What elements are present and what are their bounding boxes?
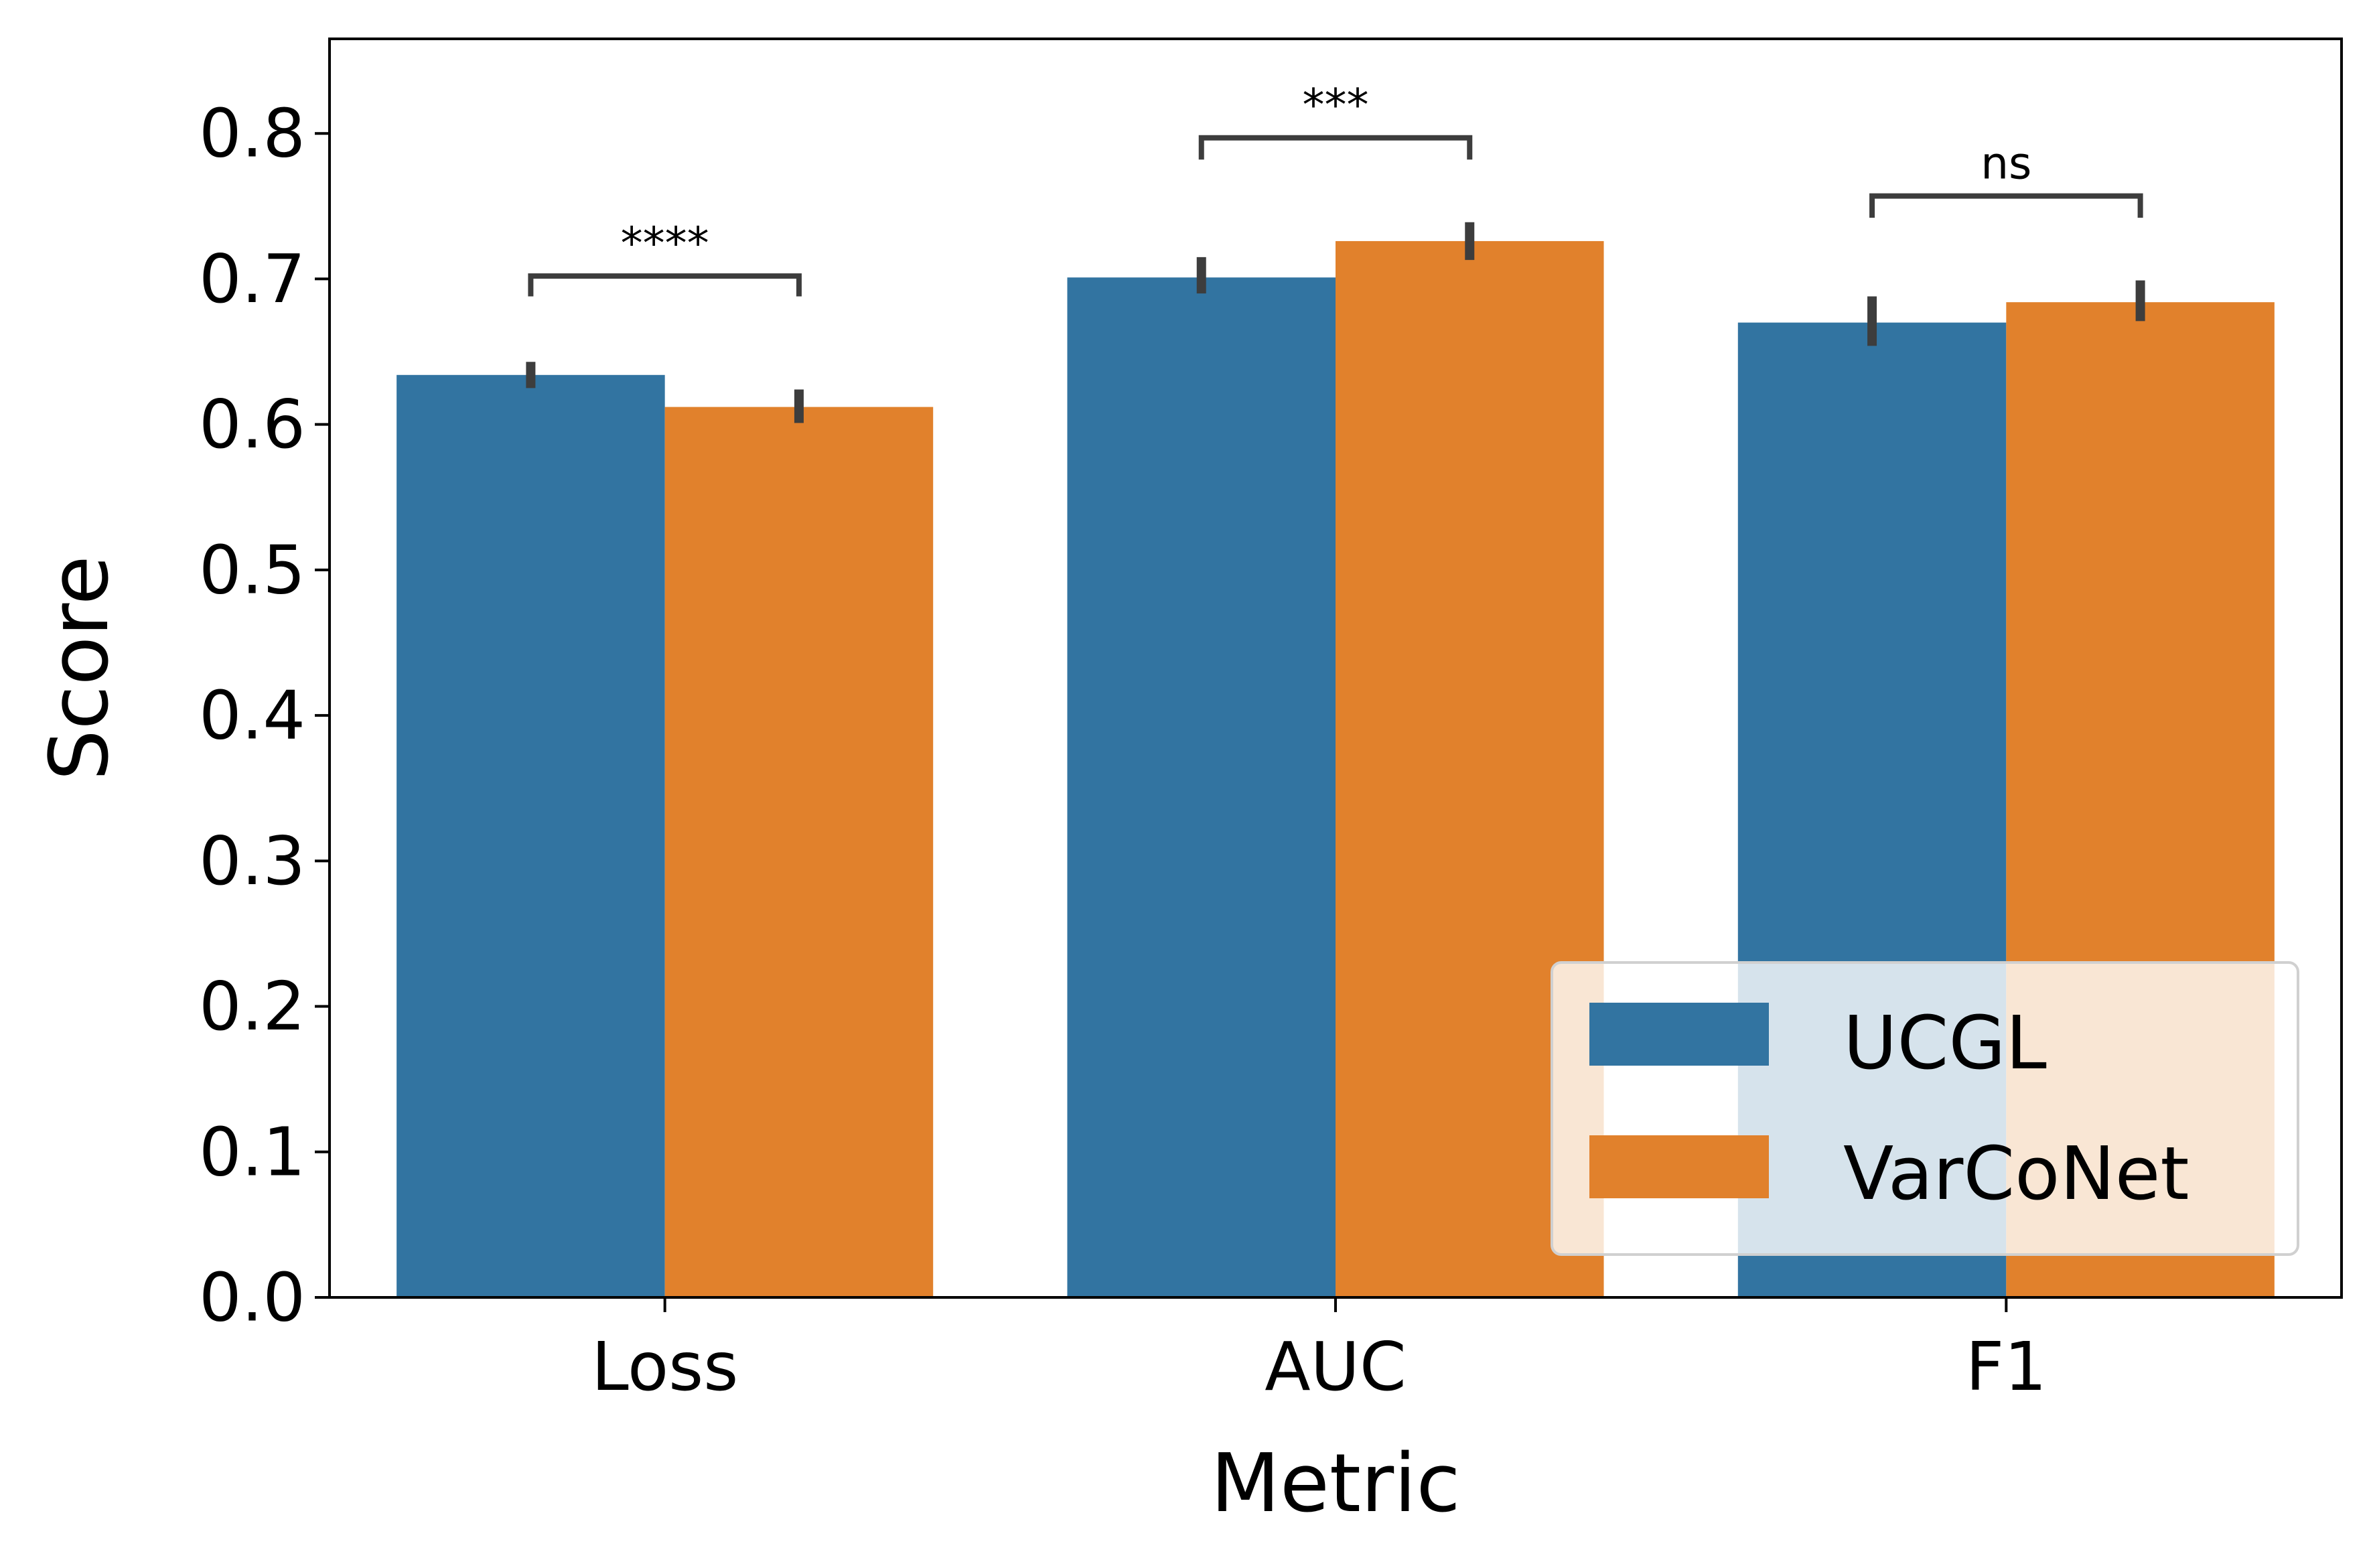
significance-label-f1: ns — [1981, 138, 2031, 190]
x-tick-label-auc: AUC — [1265, 1328, 1406, 1406]
x-tick-label-f1: F1 — [1966, 1328, 2047, 1406]
bars-layer — [397, 240, 2275, 1298]
y-axis-ticks: 0.0 0.1 0.2 0.3 0.4 0.5 0.6 0.7 0.8 — [199, 94, 330, 1337]
x-tick-label-loss: Loss — [591, 1328, 738, 1406]
error-bars-layer — [526, 222, 2145, 423]
significance-label-loss: **** — [621, 218, 709, 269]
bar-ucgl-auc — [1067, 277, 1336, 1297]
bar-ucgl-loss — [397, 374, 665, 1297]
y-tick-label: 0.3 — [199, 822, 305, 900]
significance-bracket-loss — [528, 273, 802, 297]
y-tick-label: 0.5 — [199, 530, 305, 609]
legend-label-varconet: VarCoNet — [1843, 1131, 2189, 1216]
bar-varconet-loss — [664, 407, 934, 1297]
y-tick-label: 0.4 — [199, 676, 305, 755]
x-axis-ticks: Loss AUC F1 — [591, 1297, 2047, 1406]
y-tick-label: 0.1 — [199, 1113, 305, 1191]
x-axis-title: Metric — [1210, 1437, 1460, 1530]
y-tick-label: 0.6 — [199, 385, 305, 464]
legend-swatch-ucgl — [1589, 1003, 1769, 1066]
significance-label-auc: *** — [1303, 80, 1369, 131]
y-axis-title: Score — [33, 555, 127, 780]
significance-bracket-auc — [1198, 135, 1473, 160]
y-tick-label: 0.0 — [199, 1259, 305, 1337]
y-tick-label: 0.8 — [199, 94, 305, 173]
y-tick-label: 0.7 — [199, 240, 305, 318]
significance-bracket-f1 — [1869, 193, 2143, 218]
legend-label-ucgl: UCGL — [1843, 1000, 2047, 1086]
significance-layer: *******ns — [528, 80, 2143, 297]
legend-swatch-varconet — [1589, 1135, 1769, 1198]
y-tick-label: 0.2 — [199, 967, 305, 1046]
legend: UCGL VarCoNet — [1551, 961, 2299, 1256]
